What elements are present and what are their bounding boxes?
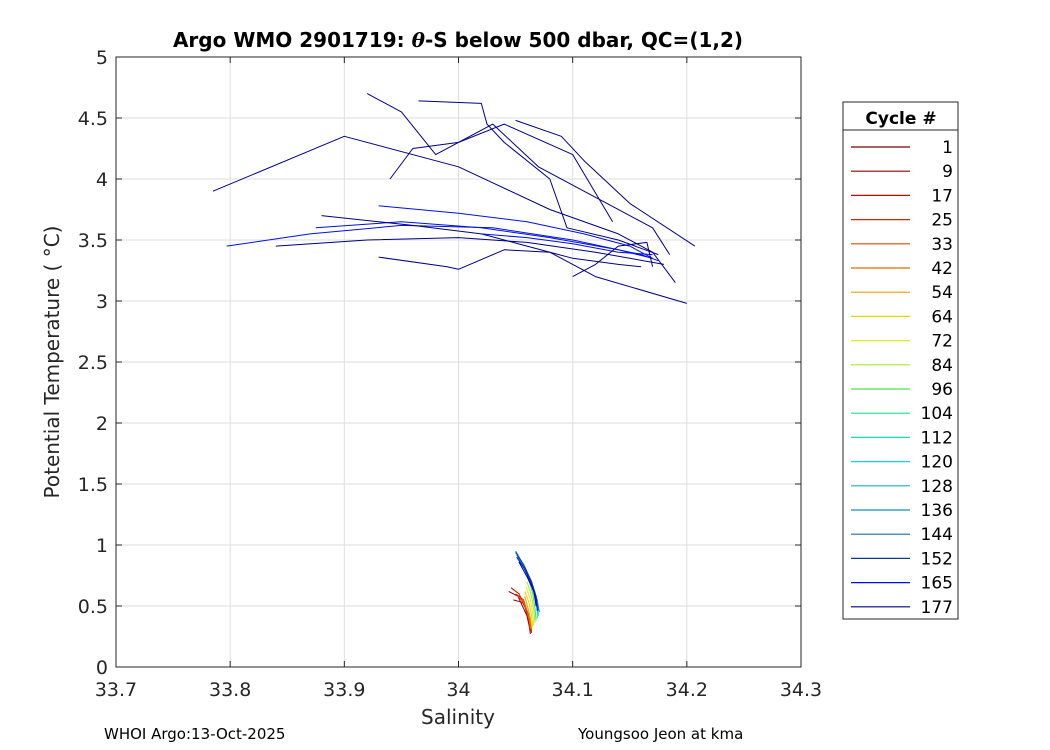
x-tick-label: 34.2 [666,679,708,701]
series-line-upper-b [226,224,659,262]
y-axis-label: Potential Temperature ( °C) [40,226,64,499]
legend-label: 54 [931,283,953,303]
legend-box [842,101,959,620]
legend-label: 72 [931,332,953,352]
legend-label: 17 [931,186,953,206]
series-line-upper-l [481,233,653,256]
x-tick-label: 34.3 [780,679,822,701]
legend-label: 84 [931,356,953,376]
y-tick-label: 3.5 [78,230,108,252]
series-line-upper-i [515,119,696,247]
legend-label: 165 [921,574,953,594]
legend-label: 33 [931,235,953,255]
x-tick-label: 33.7 [95,679,137,701]
legend-label: 177 [921,598,953,618]
series-line-upper-f [418,100,659,256]
footer-source: WHOI Argo:13-Oct-2025 [104,725,286,743]
x-tick-label: 34 [446,679,470,701]
series-line-72 [525,586,535,626]
legend-label: 152 [921,549,953,569]
legend-label: 120 [921,453,953,473]
legend-title: Cycle # [865,109,936,129]
chart-title: Argo WMO 2901719: θ-S below 500 dbar, QC… [173,28,743,52]
y-tick-label: 2.5 [78,352,108,374]
series-line-84 [526,581,536,624]
series-line-upper-c [275,237,665,265]
y-tick-label: 0 [96,657,108,679]
axis-ticks: 33.7 33.8 33.9 34 34.1 34.2 34.3 0 0.5 1 1.5 2 2.5 3 3… [78,47,822,701]
y-tick-label: 1 [96,535,108,557]
series-line-upper-k [389,123,614,222]
legend-label: 9 [942,162,953,182]
legend-label: 1 [942,138,953,158]
series-layer [212,93,696,635]
x-tick-label: 33.8 [209,679,251,701]
series-line-upper-m [572,241,654,278]
x-tick-label: 34.1 [552,679,594,701]
x-axis-label: Salinity [421,705,495,729]
series-line-upper-h [321,215,642,268]
legend-label: 128 [921,477,953,497]
series-line-upper-e [366,93,671,255]
legend-label: 144 [921,525,953,545]
legend: Cycle # 1 9 17 25 33 42 54 64 72 84 96 104 112 120 128… [842,101,959,620]
series-line-upper-j [378,249,687,304]
legend-label: 104 [921,404,953,424]
y-tick-label: 4 [96,169,108,191]
series-line-64 [524,591,534,627]
y-tick-label: 4.5 [78,108,108,130]
legend-label: 42 [931,259,953,279]
y-tick-label: 5 [96,47,108,69]
series-line-177 [518,561,537,607]
legend-label: 64 [931,307,953,327]
y-tick-label: 2 [96,413,108,435]
legend-label: 112 [921,428,953,448]
footer-author: Youngsoo Jeon at kma [578,725,744,743]
y-tick-label: 3 [96,291,108,313]
y-tick-label: 0.5 [78,596,108,618]
y-tick-label: 1.5 [78,474,108,496]
legend-label: 25 [931,211,953,231]
x-tick-label: 33.9 [323,679,365,701]
legend-label: 96 [931,380,953,400]
series-line-upper-g [378,205,653,259]
series-line-54 [524,596,533,629]
legend-label: 136 [921,501,953,521]
series-line-96 [527,576,537,621]
series-line-165 [516,556,538,611]
series-line-42 [521,599,531,630]
